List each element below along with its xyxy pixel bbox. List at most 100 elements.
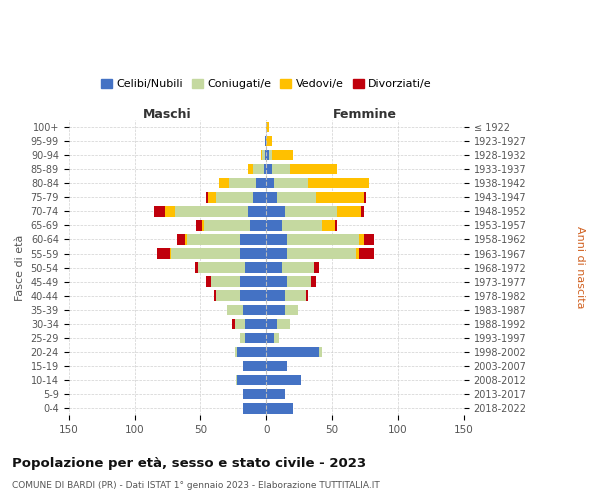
Bar: [196, 220, 202, 230]
Bar: [277, 192, 316, 202]
Bar: [219, 178, 229, 188]
Bar: [266, 389, 285, 400]
Bar: [322, 220, 335, 230]
Bar: [216, 290, 240, 301]
Bar: [236, 375, 238, 386]
Bar: [232, 318, 235, 329]
Bar: [157, 248, 170, 259]
Bar: [359, 248, 374, 259]
Bar: [205, 220, 250, 230]
Bar: [266, 122, 269, 132]
Bar: [266, 150, 269, 160]
Bar: [154, 206, 165, 216]
Text: COMUNE DI BARDI (PR) - Dati ISTAT 1° gennaio 2023 - Elaborazione TUTTITALIA.IT: COMUNE DI BARDI (PR) - Dati ISTAT 1° gen…: [12, 480, 380, 490]
Bar: [335, 220, 337, 230]
Bar: [172, 248, 240, 259]
Bar: [238, 375, 266, 386]
Bar: [266, 206, 285, 216]
Bar: [269, 150, 272, 160]
Bar: [266, 276, 287, 287]
Bar: [308, 178, 369, 188]
Bar: [364, 234, 374, 244]
Bar: [240, 276, 266, 287]
Bar: [285, 304, 298, 315]
Bar: [266, 234, 287, 244]
Bar: [287, 234, 359, 244]
Bar: [319, 346, 322, 358]
Bar: [256, 178, 266, 188]
Bar: [266, 136, 272, 146]
Bar: [266, 192, 277, 202]
Legend: Celibi/Nubili, Coniugati/e, Vedovi/e, Divorziati/e: Celibi/Nubili, Coniugati/e, Vedovi/e, Di…: [97, 75, 435, 92]
Bar: [170, 248, 172, 259]
Bar: [242, 361, 266, 372]
Bar: [287, 276, 311, 287]
Bar: [272, 150, 293, 160]
Bar: [242, 403, 266, 413]
Bar: [240, 332, 245, 343]
Text: Femmine: Femmine: [333, 108, 397, 120]
Bar: [227, 304, 242, 315]
Bar: [364, 192, 367, 202]
Bar: [277, 318, 290, 329]
Bar: [266, 262, 282, 273]
Bar: [266, 304, 285, 315]
Bar: [242, 389, 266, 400]
Bar: [266, 332, 274, 343]
Bar: [266, 318, 277, 329]
Bar: [316, 192, 364, 202]
Bar: [245, 332, 266, 343]
Y-axis label: Fasce di età: Fasce di età: [15, 234, 25, 301]
Bar: [266, 220, 282, 230]
Bar: [266, 375, 301, 386]
Bar: [266, 164, 272, 174]
Bar: [290, 164, 337, 174]
Bar: [240, 248, 266, 259]
Bar: [274, 178, 308, 188]
Bar: [265, 150, 266, 160]
Bar: [235, 318, 245, 329]
Bar: [272, 164, 290, 174]
Bar: [208, 192, 216, 202]
Bar: [238, 346, 266, 358]
Bar: [202, 220, 205, 230]
Bar: [356, 248, 359, 259]
Bar: [229, 178, 256, 188]
Bar: [311, 276, 316, 287]
Bar: [250, 220, 266, 230]
Bar: [265, 136, 266, 146]
Bar: [245, 262, 266, 273]
Bar: [242, 304, 266, 315]
Bar: [266, 403, 293, 413]
Bar: [285, 290, 306, 301]
Bar: [240, 290, 266, 301]
Bar: [175, 206, 248, 216]
Text: Maschi: Maschi: [143, 108, 192, 120]
Bar: [195, 262, 198, 273]
Bar: [361, 206, 364, 216]
Bar: [185, 234, 187, 244]
Bar: [266, 361, 287, 372]
Bar: [263, 164, 266, 174]
Bar: [206, 276, 211, 287]
Bar: [253, 164, 263, 174]
Bar: [187, 234, 240, 244]
Bar: [240, 234, 266, 244]
Bar: [235, 346, 238, 358]
Bar: [165, 206, 175, 216]
Bar: [282, 262, 314, 273]
Bar: [253, 192, 266, 202]
Bar: [359, 234, 364, 244]
Text: Popolazione per età, sesso e stato civile - 2023: Popolazione per età, sesso e stato civil…: [12, 458, 366, 470]
Bar: [285, 206, 337, 216]
Bar: [314, 262, 319, 273]
Bar: [248, 206, 266, 216]
Bar: [287, 248, 356, 259]
Bar: [282, 220, 322, 230]
Bar: [176, 234, 185, 244]
Bar: [306, 290, 308, 301]
Bar: [266, 290, 285, 301]
Bar: [245, 318, 266, 329]
Bar: [266, 346, 319, 358]
Bar: [337, 206, 361, 216]
